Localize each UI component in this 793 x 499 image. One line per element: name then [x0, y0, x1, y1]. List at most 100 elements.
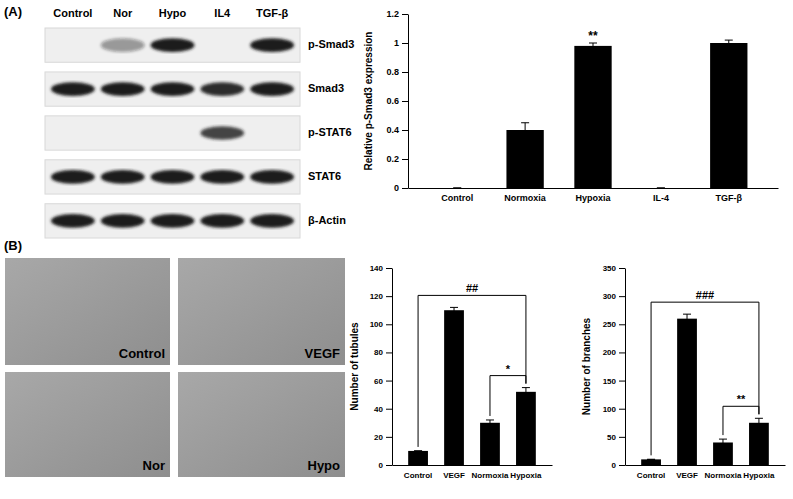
- tick: Control: [637, 465, 665, 480]
- figure: (A)(B)ControlNorHypoIL4TGF-βp-Smad3Smad3…: [0, 0, 793, 499]
- error-bar: [522, 388, 530, 396]
- tick-mark: [402, 130, 408, 131]
- error-bar: [683, 314, 691, 323]
- tick: IL-4: [653, 188, 669, 203]
- blot-band: [151, 170, 195, 184]
- y-axis: 00.20.40.60.811.2: [386, 9, 408, 193]
- tick-mark: [386, 352, 392, 353]
- tick-label: 120: [370, 292, 384, 301]
- tick-label: 0.2: [386, 154, 399, 164]
- blot-band: [101, 214, 145, 228]
- tick-label: 250: [603, 320, 617, 329]
- y-axis-title: Relative p-Smad3 expression: [363, 32, 374, 171]
- blot-band: [200, 38, 244, 52]
- bar-chart: 050100150200250300350ControlVEGFNormoxia…: [581, 264, 786, 480]
- blot-strip: [45, 116, 300, 150]
- bar: [444, 310, 464, 465]
- bar: [677, 319, 697, 465]
- tick: Hypoxia: [743, 465, 775, 480]
- axis-line: [393, 465, 553, 466]
- blot-band: [250, 214, 294, 228]
- bar: [574, 46, 611, 188]
- tick-label: 140: [370, 264, 384, 273]
- tick-mark: [619, 352, 625, 353]
- tick-label: Hypoxia: [510, 471, 542, 480]
- tick-label: 0.4: [386, 125, 399, 135]
- row-label: STAT6: [308, 170, 341, 182]
- plot-area: [408, 307, 536, 465]
- tick-mark: [386, 465, 392, 466]
- blot-band: [51, 170, 95, 184]
- tick-label: Hypoxia: [743, 471, 775, 480]
- tick: Normoxia: [705, 465, 742, 480]
- bar: [642, 188, 679, 189]
- tick-mark: [386, 409, 392, 410]
- blot-band: [151, 214, 195, 228]
- tick-label: TGF-β: [716, 193, 743, 203]
- tick-label: Normoxia: [705, 471, 742, 480]
- bar: [480, 423, 500, 465]
- tick-label: Normoxia: [504, 193, 547, 203]
- error-bar: [521, 123, 529, 138]
- error-bar: [589, 43, 597, 49]
- tick-mark: [386, 324, 392, 325]
- tick-label: 60: [374, 377, 383, 386]
- row-label: β-Actin: [308, 214, 346, 226]
- tick-mark: [619, 437, 625, 438]
- blot-band: [200, 82, 244, 96]
- tick-label: Normoxia: [472, 471, 509, 480]
- tick: 0.2: [386, 154, 408, 164]
- tick: 80: [374, 348, 392, 357]
- panel-label: (B): [4, 238, 22, 253]
- error-bar: [657, 188, 665, 189]
- tick-mark: [386, 381, 392, 382]
- tick-label: Hypoxia: [575, 193, 611, 203]
- blot-band: [151, 38, 195, 52]
- tick: 0: [379, 461, 392, 470]
- tick-label: 100: [370, 320, 384, 329]
- plot-area: [453, 40, 747, 188]
- y-axis: 050100150200250300350: [603, 264, 626, 470]
- tick-mark: [619, 381, 625, 382]
- y-axis-title: Number of branches: [581, 317, 592, 415]
- tick-label: IL-4: [653, 193, 669, 203]
- tick: 1: [394, 38, 408, 48]
- error-bar: [414, 450, 422, 451]
- tick-label: 200: [603, 348, 617, 357]
- bar: [641, 459, 661, 465]
- significance-label: ###: [696, 289, 714, 301]
- tick-mark: [386, 296, 392, 297]
- blot-strip: [45, 72, 300, 106]
- axis-line: [392, 269, 393, 466]
- tick: 100: [603, 405, 625, 414]
- blot-band: [250, 38, 294, 52]
- tick-mark: [619, 324, 625, 325]
- lane-label: Control: [53, 7, 92, 19]
- tick-mark: [402, 159, 408, 160]
- micrograph-label: Nor: [143, 458, 165, 473]
- tick-label: 1.2: [386, 9, 399, 19]
- tick: 60: [374, 377, 392, 386]
- tick-label: 100: [603, 405, 617, 414]
- x-axis: Control Normoxia Hypoxia IL-4 TGF-β: [409, 188, 779, 203]
- blot-band: [51, 82, 95, 96]
- row-label: p-Smad3: [308, 38, 354, 50]
- axis-line: [409, 188, 779, 189]
- blot-strip: [45, 160, 300, 194]
- tick: VEGF: [443, 465, 465, 480]
- tick: 140: [370, 264, 392, 273]
- axis-line: [408, 15, 409, 189]
- error-bar: [453, 188, 461, 189]
- tick: Normoxia: [472, 465, 509, 480]
- tick-label: 40: [374, 405, 383, 414]
- tick-label: 350: [603, 264, 617, 273]
- significance-label: *: [506, 363, 511, 375]
- tick-mark: [619, 268, 625, 269]
- x-axis: ControlVEGFNormoxiaHypoxia: [393, 465, 553, 480]
- lane-label: Nor: [113, 7, 133, 19]
- y-axis: 020406080100120140: [370, 264, 393, 470]
- tick-mark: [402, 188, 408, 189]
- tick-label: Control: [441, 193, 473, 203]
- tick-label: 1: [394, 38, 399, 48]
- error-bar: [719, 439, 727, 446]
